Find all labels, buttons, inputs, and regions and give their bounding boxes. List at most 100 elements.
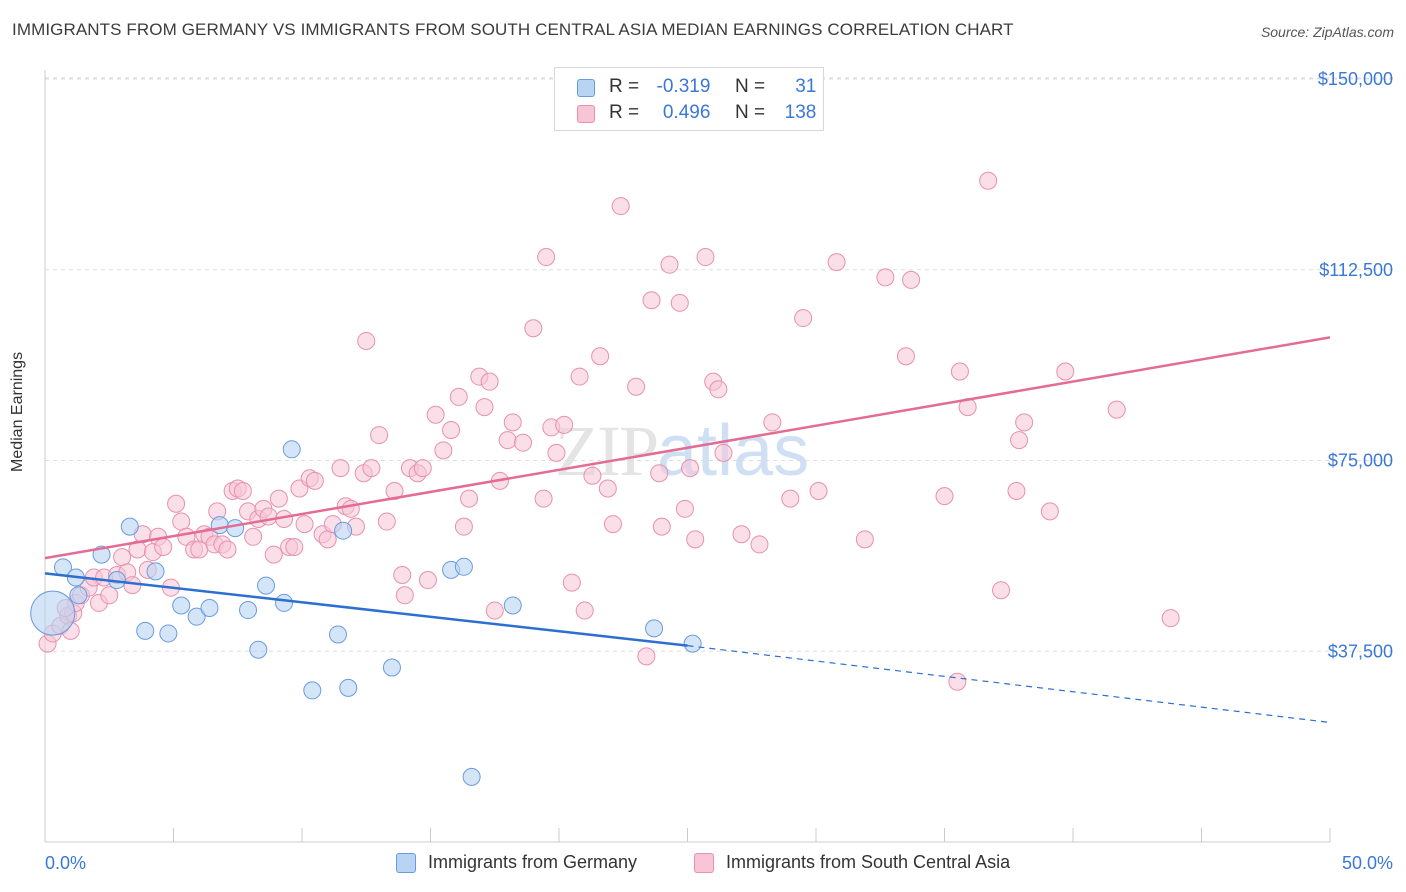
sca-point — [154, 537, 173, 556]
sca-point — [555, 415, 574, 434]
sca-point — [896, 347, 915, 366]
sca-point — [475, 398, 494, 417]
germany-point — [645, 619, 664, 638]
sca-point — [454, 517, 473, 536]
r-value: 0.496 — [662, 102, 711, 123]
sca-point — [418, 571, 437, 590]
chart-title: IMMIGRANTS FROM GERMANY VS IMMIGRANTS FR… — [12, 20, 1014, 39]
germany-point — [120, 517, 139, 536]
germany-point — [683, 634, 702, 653]
germany-point — [303, 681, 322, 700]
axes — [44, 70, 1331, 843]
sca-point — [167, 494, 186, 513]
germany-point — [339, 678, 358, 697]
germany-point — [454, 557, 473, 576]
sca-point — [1015, 413, 1034, 432]
r-value: -0.319 — [656, 76, 711, 97]
trend-lines — [44, 336, 1331, 724]
sca-legend-label: Immigrants from South Central Asia — [726, 852, 1011, 872]
sca-point — [318, 530, 337, 549]
n-value: 138 — [784, 102, 817, 123]
germany-point — [382, 658, 401, 677]
germany-point — [146, 562, 165, 581]
sca-point — [370, 426, 389, 445]
sca-point — [763, 413, 782, 432]
sca-point — [809, 482, 828, 501]
sca-point — [172, 512, 191, 531]
sca-point — [426, 405, 445, 424]
sca-point — [876, 268, 895, 287]
r-label: R = — [609, 76, 640, 97]
germany-trend-line — [44, 572, 688, 647]
sca-point — [357, 331, 376, 350]
sca-point — [562, 573, 581, 592]
sca-point — [1010, 431, 1029, 450]
germany-point — [239, 601, 258, 620]
germany-point — [187, 607, 206, 626]
sca-point — [598, 479, 617, 498]
sca-point — [714, 443, 733, 462]
sca-point — [1107, 400, 1126, 419]
sca-point — [285, 537, 304, 556]
germany-point — [503, 596, 522, 615]
sca-point — [992, 581, 1011, 600]
sca-legend-swatch — [694, 853, 714, 873]
y-tick-label: $75,000 — [1328, 451, 1393, 471]
germany-point — [159, 624, 178, 643]
germany-point — [328, 625, 347, 644]
sca-trend-line — [44, 336, 1331, 560]
sca-point — [627, 377, 646, 396]
sca-point — [948, 672, 967, 691]
sca-point — [675, 499, 694, 518]
sca-point — [485, 601, 504, 620]
sca-point — [855, 530, 874, 549]
sca-point — [681, 459, 700, 478]
n-value: 31 — [795, 76, 817, 97]
germany-point — [462, 767, 481, 786]
germany-point — [282, 440, 301, 459]
sca-point — [434, 441, 453, 460]
germany-point — [69, 586, 88, 605]
sca-point — [1007, 482, 1026, 501]
sca-point — [575, 601, 594, 620]
sca-points — [38, 171, 1180, 691]
sca-point — [244, 527, 263, 546]
sca-point — [547, 443, 566, 462]
germany-point — [257, 576, 276, 595]
sca-point — [709, 380, 728, 399]
x-tick-label: 50.0% — [1342, 853, 1393, 873]
germany-point — [275, 593, 294, 612]
sca-point — [570, 367, 589, 386]
sca-point — [480, 372, 499, 391]
germany-swatch — [577, 79, 595, 97]
sca-point — [781, 489, 800, 508]
sca-point — [269, 489, 288, 508]
sca-point — [979, 171, 998, 190]
sca-point — [935, 487, 954, 506]
sca-point — [591, 347, 610, 366]
sca-point — [603, 515, 622, 534]
correlation-legend: R = -0.319 N = 31 R = 0.496 N = 138 — [554, 67, 824, 131]
sca-point — [1040, 502, 1059, 521]
r-label: R = — [609, 102, 640, 123]
sca-point — [642, 291, 661, 310]
sca-point — [950, 362, 969, 381]
gridlines — [45, 77, 1395, 652]
sca-point — [442, 420, 461, 439]
germany-point — [172, 596, 191, 615]
germany-point — [226, 519, 245, 538]
sca-point — [362, 459, 381, 478]
sca-point — [113, 548, 132, 567]
sca-point — [393, 565, 412, 584]
series-legend: Immigrants from Germany Immigrants from … — [0, 852, 1406, 876]
sca-point — [902, 270, 921, 289]
sca-point — [498, 431, 517, 450]
sca-point — [514, 433, 533, 452]
sca-point — [794, 309, 813, 328]
germany-point — [200, 599, 219, 618]
germany-point — [334, 521, 353, 540]
sca-swatch — [577, 105, 595, 123]
tick-labels: $37,500 $75,000 $112,500 $150,000 0.0% 50.0% — [45, 69, 1393, 873]
source-label: Source: ZipAtlas.com — [1260, 24, 1394, 40]
sca-point — [611, 197, 630, 216]
